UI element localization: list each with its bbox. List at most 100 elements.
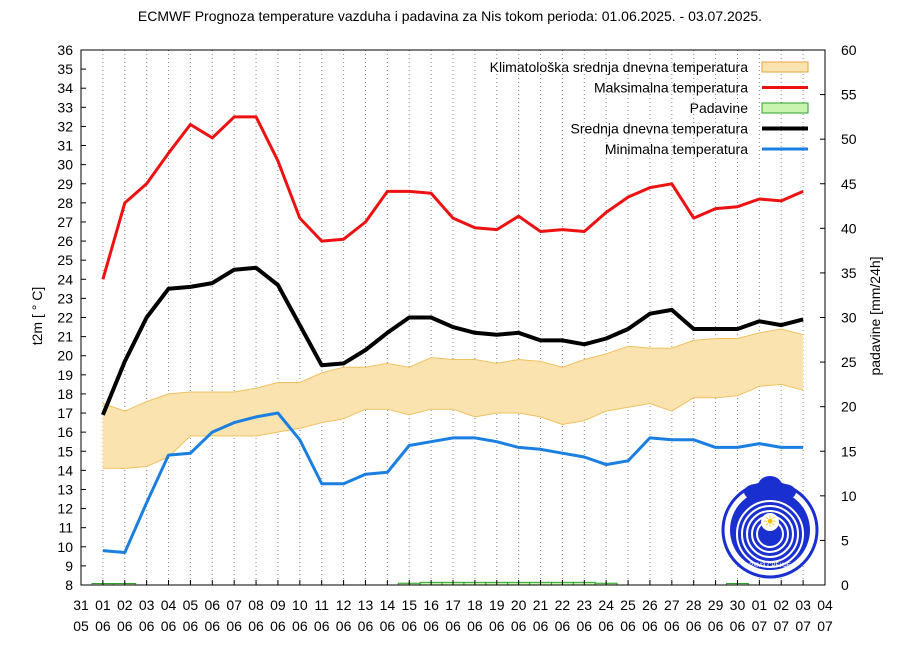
series-line-min [102, 411, 804, 554]
x-tick-day: 22 [555, 597, 571, 613]
x-tick-day: 02 [773, 597, 789, 613]
legend-label-max: Maksimalna temperatura [594, 80, 748, 96]
x-tick-month: 06 [620, 618, 636, 634]
x-tick-month: 06 [686, 618, 702, 634]
y-tick-label: 12 [57, 501, 73, 517]
logo-sun-icon: ☀ [763, 514, 777, 531]
climatology-upper-edge [102, 328, 804, 412]
y-tick-label: 25 [57, 252, 73, 268]
x-tick-month: 07 [817, 618, 833, 634]
x-tick-month: 07 [773, 618, 789, 634]
x-tick-month: 06 [248, 618, 264, 634]
x-tick-month: 06 [117, 618, 133, 634]
x-tick-month: 06 [642, 618, 658, 634]
x-tick-day: 27 [664, 597, 680, 613]
x-tick-month: 06 [445, 618, 461, 634]
x-tick-month: 06 [314, 618, 330, 634]
rhmz-logo: ☀ РХМЗ СРБИЈЕ [721, 476, 819, 579]
x-tick-day: 28 [686, 597, 702, 613]
y2-tick-label: 60 [841, 42, 857, 58]
x-tick-day: 26 [642, 597, 658, 613]
x-tick-day: 21 [533, 597, 549, 613]
y-tick-label: 29 [57, 176, 73, 192]
x-tick-day: 04 [817, 597, 833, 613]
x-tick-month: 06 [95, 618, 111, 634]
x-tick-month: 07 [795, 618, 811, 634]
x-tick-day: 12 [336, 597, 352, 613]
logo-wave [746, 510, 794, 558]
y-tick-label: 31 [57, 138, 73, 154]
x-tick-day: 23 [577, 597, 593, 613]
x-tick-day: 11 [314, 597, 329, 613]
y-tick-label: 22 [57, 310, 73, 326]
y-tick-label: 34 [57, 80, 73, 96]
x-tick-month: 06 [708, 618, 724, 634]
x-tick-day: 09 [270, 597, 286, 613]
x-axis: 31 05 01 06 02 06 03 06 04 06 05 06 06 06 07 06 08 06 09 06… [73, 580, 833, 634]
y-tick-label: 20 [57, 348, 73, 364]
x-tick-month: 06 [358, 618, 374, 634]
x-tick-day: 20 [511, 597, 527, 613]
x-tick-month: 06 [664, 618, 680, 634]
y-tick-label: 21 [57, 329, 73, 345]
x-tick-day: 18 [467, 597, 483, 613]
x-tick-month: 06 [598, 618, 614, 634]
x-tick-month: 06 [183, 618, 199, 634]
x-tick-month: 06 [533, 618, 549, 634]
y2-tick-label: 35 [841, 265, 857, 281]
x-tick-month: 06 [226, 618, 242, 634]
y-tick-label: 26 [57, 233, 73, 249]
logo-caption: РХМЗ СРБИЈЕ [749, 563, 791, 569]
x-tick-day: 03 [795, 597, 811, 613]
y-tick-label: 16 [57, 424, 73, 440]
y2-tick-label: 50 [841, 131, 857, 147]
y2-tick-label: 10 [841, 488, 857, 504]
y2-tick-label: 30 [841, 310, 857, 326]
climatology-band [102, 328, 804, 469]
y2-tick-label: 45 [841, 176, 857, 192]
y-tick-label: 8 [65, 577, 73, 593]
x-tick-month: 06 [139, 618, 155, 634]
y-tick-label: 24 [57, 271, 73, 287]
x-tick-day: 04 [161, 597, 177, 613]
legend: Klimatološka srednja dnevna temperatura M… [490, 59, 809, 157]
x-tick-month: 06 [336, 618, 352, 634]
legend-label-mean: Srednja dnevna temperatura [571, 121, 749, 137]
y-tick-label: 14 [57, 462, 73, 478]
x-tick-month: 06 [423, 618, 439, 634]
x-tick-day: 07 [226, 597, 242, 613]
x-tick-month: 06 [577, 618, 593, 634]
x-tick-day: 02 [117, 597, 133, 613]
y-tick-label: 28 [57, 195, 73, 211]
x-tick-day: 08 [248, 597, 264, 613]
y2-tick-label: 25 [841, 354, 857, 370]
y-tick-label: 33 [57, 99, 73, 115]
x-tick-day: 30 [730, 597, 746, 613]
y2-axis-label: padavine [mm/24h] [867, 256, 883, 375]
y-tick-label: 35 [57, 61, 73, 77]
legend-swatch-klima [761, 61, 809, 73]
x-tick-month: 06 [467, 618, 483, 634]
x-tick-day: 24 [598, 597, 614, 613]
x-tick-month: 06 [292, 618, 308, 634]
y-axis-right: 0 5 10 15 20 25 30 35 40 45 50 55 60 [820, 42, 857, 593]
x-tick-day: 01 [752, 597, 768, 613]
x-tick-month: 06 [555, 618, 571, 634]
climatology-area [102, 329, 804, 469]
x-tick-day: 29 [708, 597, 724, 613]
x-tick-day: 25 [620, 597, 636, 613]
legend-label-padavine: Padavine [690, 100, 749, 116]
x-tick-day: 03 [139, 597, 155, 613]
x-tick-day: 15 [401, 597, 417, 613]
series-line-mean [101, 265, 804, 416]
y-tick-label: 36 [57, 42, 73, 58]
x-tick-day: 06 [205, 597, 221, 613]
x-tick-day: 17 [445, 597, 461, 613]
legend-label-min: Minimalna temperatura [605, 141, 748, 157]
y-tick-label: 32 [57, 118, 73, 134]
x-tick-month: 06 [401, 618, 417, 634]
x-tick-day: 05 [183, 597, 199, 613]
y-tick-label: 10 [57, 539, 73, 555]
x-tick-month: 05 [73, 618, 89, 634]
